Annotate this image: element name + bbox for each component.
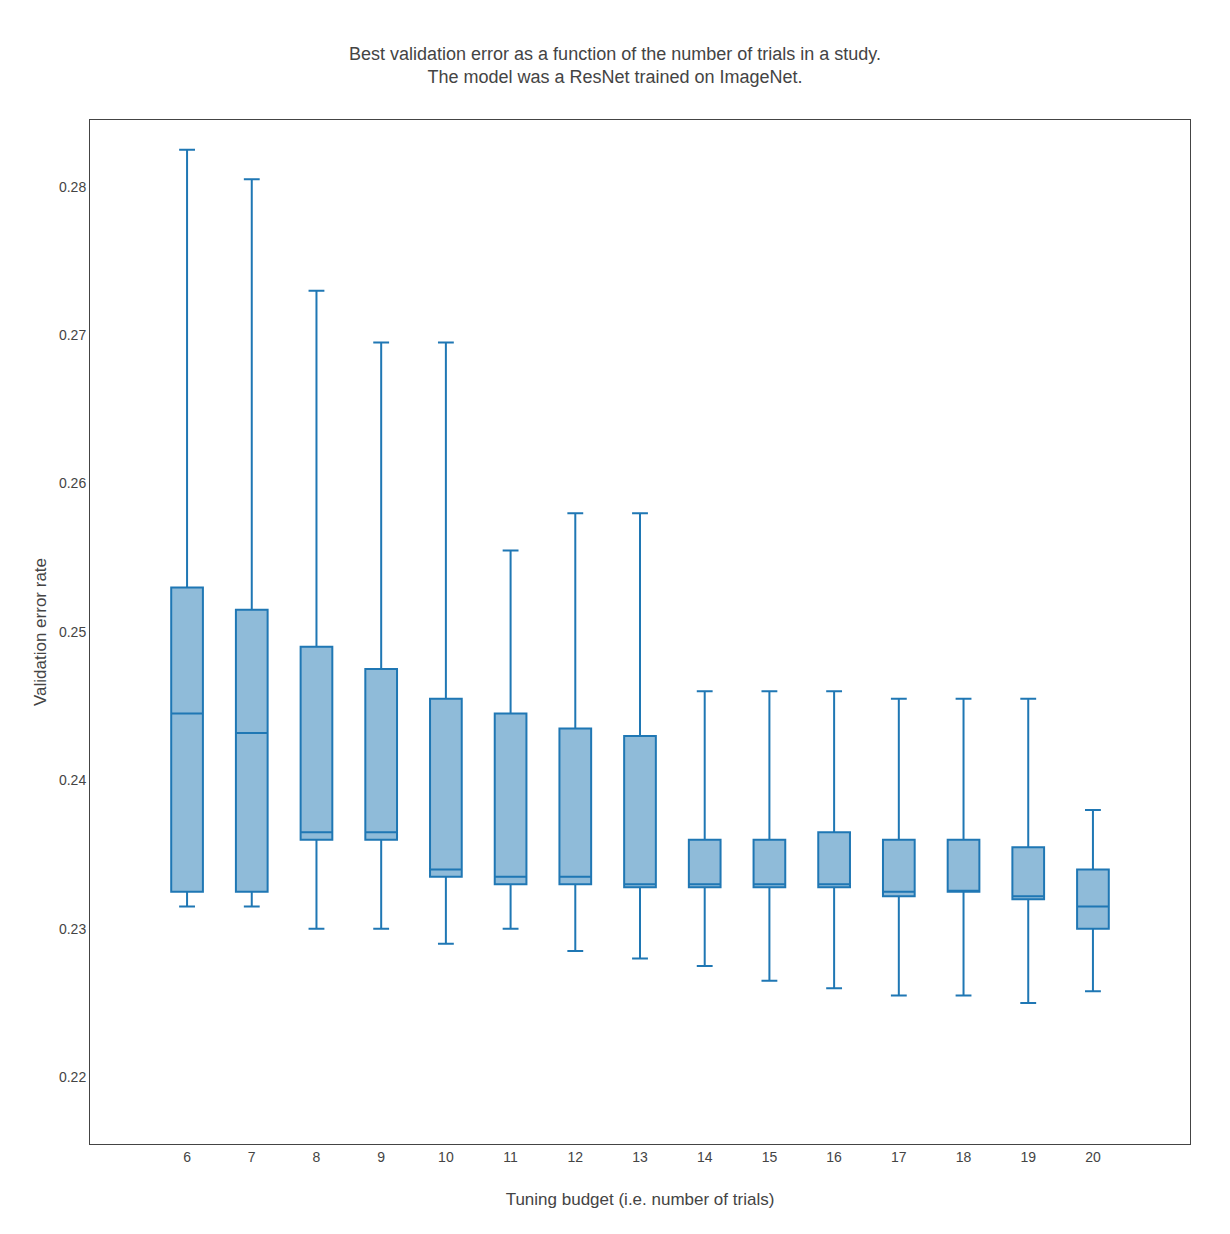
svg-text:Tuning budget (i.e. number of: Tuning budget (i.e. number of trials) [506,1190,775,1209]
svg-text:12: 12 [568,1149,584,1165]
svg-text:0.22: 0.22 [59,1069,86,1085]
svg-text:0.27: 0.27 [59,327,86,343]
svg-text:0.26: 0.26 [59,475,86,491]
svg-text:17: 17 [891,1149,907,1165]
svg-text:18: 18 [956,1149,972,1165]
svg-text:0.28: 0.28 [59,179,86,195]
svg-text:0.23: 0.23 [59,921,86,937]
svg-text:10: 10 [438,1149,454,1165]
svg-text:0.25: 0.25 [59,624,86,640]
svg-text:15: 15 [762,1149,778,1165]
svg-text:8: 8 [313,1149,321,1165]
svg-text:13: 13 [632,1149,648,1165]
svg-text:Validation error rate: Validation error rate [31,558,50,706]
svg-text:0.24: 0.24 [59,772,86,788]
svg-text:6: 6 [183,1149,191,1165]
svg-text:19: 19 [1020,1149,1036,1165]
svg-text:16: 16 [826,1149,842,1165]
svg-text:11: 11 [503,1149,518,1165]
svg-text:14: 14 [697,1149,713,1165]
svg-text:Best validation error as a fun: Best validation error as a function of t… [349,44,881,87]
svg-text:7: 7 [248,1149,256,1165]
svg-text:20: 20 [1085,1149,1101,1165]
svg-text:9: 9 [377,1149,385,1165]
